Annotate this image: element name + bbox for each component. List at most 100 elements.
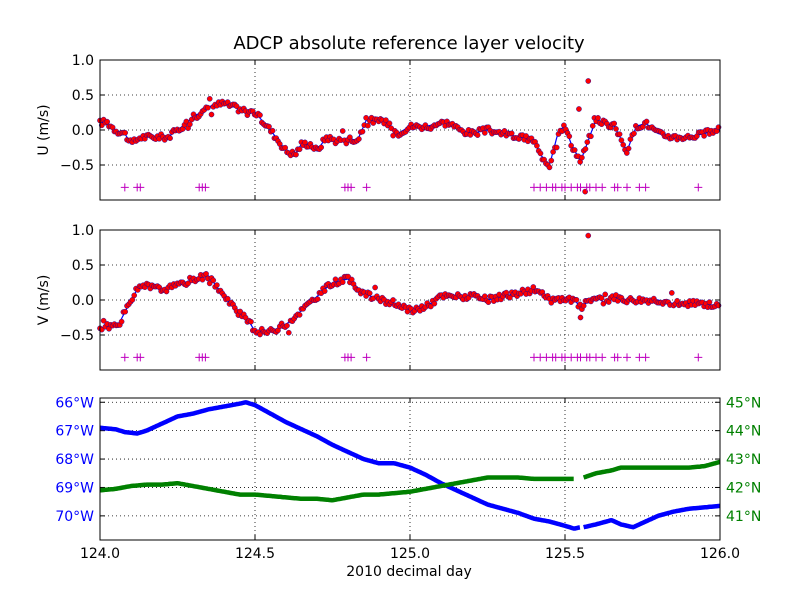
scatter-point — [187, 121, 193, 128]
scatter-point — [205, 104, 211, 111]
scatter-point — [359, 128, 366, 135]
scatter-point — [118, 318, 125, 325]
scatter-point — [365, 122, 371, 129]
scatter-point — [99, 326, 105, 333]
scatter-point — [339, 128, 346, 134]
scatter-point — [185, 280, 191, 287]
figure-title: ADCP absolute reference layer velocity — [233, 33, 585, 54]
scatter-point — [571, 147, 578, 153]
scatter-point — [122, 308, 128, 315]
scatter-point — [321, 288, 328, 294]
y-tick-label: −0.5 — [60, 328, 94, 344]
lon-tick-label: 68°W — [55, 452, 94, 468]
flag-marker — [641, 183, 650, 192]
flag-marker — [641, 353, 650, 362]
flag-marker — [136, 183, 145, 192]
scatter-point — [481, 130, 488, 136]
scatter-point — [706, 299, 713, 305]
y-tick-label: 0.0 — [72, 123, 94, 139]
flag-marker — [694, 183, 703, 192]
flag-marker — [201, 353, 210, 362]
scatter-point — [701, 133, 707, 139]
scatter-point — [537, 150, 544, 157]
scatter-point — [507, 294, 513, 301]
y-tick-label: 0.0 — [72, 293, 94, 309]
scatter-point — [573, 296, 580, 303]
scatter-point — [616, 131, 623, 137]
flag-marker — [120, 353, 129, 362]
scatter-point — [534, 142, 540, 149]
scatter-point — [122, 129, 128, 136]
scatter-point — [372, 284, 378, 291]
scatter-point — [206, 96, 213, 102]
y-tick-label: 1.0 — [72, 223, 94, 239]
scatter-point — [285, 329, 292, 336]
scatter-point — [210, 277, 217, 284]
panel-position: 66°W 67°W 68°W 69°W 70°W 41°N 42°N 43°N 44°N 45°N… — [55, 395, 761, 562]
scatter-point — [589, 123, 596, 129]
lat-tick-label: 41°N — [726, 509, 761, 525]
flag-marker — [347, 353, 356, 362]
scatter-point — [203, 270, 209, 277]
scatter-point — [390, 132, 396, 139]
scatter-point — [199, 276, 206, 283]
scatter-point — [293, 151, 299, 158]
scatter-point — [508, 130, 515, 137]
scatter-point — [576, 106, 582, 112]
x-tick-label: 125.5 — [545, 546, 585, 562]
x-axis-label: 2010 decimal day — [346, 564, 471, 580]
scatter-point — [602, 291, 609, 298]
scatter-point — [431, 300, 438, 307]
y-tick-label: 0.5 — [72, 258, 94, 274]
scatter-point — [427, 303, 434, 310]
scatter-point — [100, 317, 107, 324]
lat-tick-label: 44°N — [726, 424, 761, 440]
flag-marker — [120, 183, 129, 192]
scatter-point — [485, 299, 492, 306]
flag-marker — [613, 353, 622, 362]
lon-tick-label: 70°W — [55, 509, 94, 525]
scatter-point — [585, 78, 592, 84]
scatter-point — [345, 273, 351, 280]
longitude-track — [582, 503, 722, 530]
latitude-track — [582, 459, 722, 480]
scatter-point — [585, 232, 592, 239]
scatter-point — [579, 154, 585, 161]
flag-marker — [362, 183, 371, 192]
scatter-point — [553, 144, 560, 151]
y-tick-label: 1.0 — [72, 53, 94, 69]
axes-frame — [99, 397, 721, 541]
scatter-point — [214, 282, 220, 288]
flag-marker — [598, 183, 607, 192]
lon-tick-label: 67°W — [55, 424, 94, 440]
scatter-point — [620, 141, 627, 148]
flag-marker — [136, 353, 145, 362]
scatter-point — [296, 146, 303, 153]
scatter-point — [284, 322, 290, 329]
scatter-point — [613, 126, 619, 132]
scatter-point — [332, 276, 339, 283]
flag-marker — [613, 183, 622, 192]
scatter-point — [257, 112, 263, 118]
scatter-point — [669, 290, 675, 296]
flag-marker — [598, 353, 607, 362]
panel-v: −0.5 0.0 0.5 1.0 V (m/s) — [36, 223, 722, 371]
x-tick-label: 124.5 — [235, 546, 275, 562]
scatter-point — [546, 164, 553, 171]
scatter-point — [167, 135, 173, 141]
scatter-point — [208, 111, 215, 118]
scatter-point — [366, 290, 373, 297]
scatter-point — [339, 279, 346, 286]
scatter-point — [588, 133, 594, 140]
flag-marker — [201, 183, 210, 192]
scatter-point — [237, 308, 243, 315]
scatter-point — [631, 130, 637, 137]
flag-marker — [362, 353, 371, 362]
scatter-point — [206, 280, 213, 287]
scatter-point — [625, 145, 632, 152]
y-tick-label: 0.5 — [72, 88, 94, 104]
scatter-point — [314, 296, 321, 302]
lon-tick-label: 69°W — [55, 480, 94, 496]
lat-tick-label: 45°N — [726, 395, 761, 411]
